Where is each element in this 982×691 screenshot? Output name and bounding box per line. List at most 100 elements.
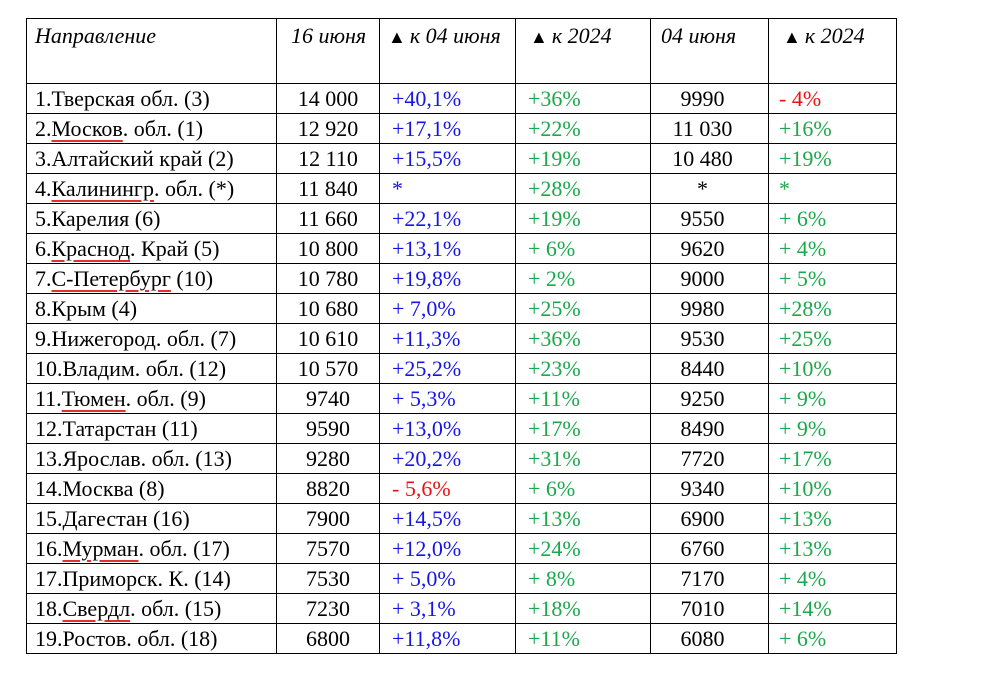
change-vs-04-june-text: +11,8% bbox=[392, 626, 461, 651]
change-16-vs-2024-text: +28% bbox=[528, 176, 581, 201]
value-16-june: 7900 bbox=[276, 503, 380, 534]
table-row: 16.Мурман. обл. (17) 7570 +12,0% +24% 6760 +1… bbox=[26, 533, 897, 564]
change-16-vs-2024: +25% bbox=[515, 293, 651, 324]
value-04-june: 9620 bbox=[650, 233, 769, 264]
value-16-june-text: 10 570 bbox=[297, 356, 359, 381]
change-16-vs-2024-text: +13% bbox=[528, 506, 581, 531]
region-number: 3. bbox=[35, 146, 52, 171]
change-04-vs-2024: + 9% bbox=[768, 383, 897, 414]
table-row: 3.Алтайский край (2) 12 110 +15,5% +19% 10 4… bbox=[26, 143, 897, 174]
region-name: Тверская обл. (3) bbox=[51, 86, 210, 111]
change-vs-04-june-text: + 5,0% bbox=[392, 566, 456, 591]
header-date-prev: 04 июня bbox=[650, 18, 769, 84]
value-16-june-text: 10 780 bbox=[297, 266, 359, 291]
change-vs-04-june: +22,1% bbox=[379, 203, 516, 234]
change-vs-04-june: +25,2% bbox=[379, 353, 516, 384]
value-16-june-text: 9280 bbox=[306, 446, 350, 471]
region-number: 10. bbox=[35, 356, 63, 381]
region-cell: 18.Свердл. обл. (15) bbox=[26, 593, 277, 624]
region-name-rest: . обл. (17) bbox=[138, 536, 230, 561]
value-04-june: 7010 bbox=[650, 593, 769, 624]
region-number: 17. bbox=[35, 566, 63, 591]
value-04-june-text: 9620 bbox=[680, 236, 725, 261]
triangle-up-icon: ▲ bbox=[530, 27, 548, 47]
change-vs-04-june-text: +14,5% bbox=[392, 506, 462, 531]
value-16-june: 10 570 bbox=[276, 353, 380, 384]
value-04-june-text: 11 030 bbox=[672, 116, 733, 141]
change-04-vs-2024-text: +14% bbox=[779, 596, 832, 621]
value-04-june: 7170 bbox=[650, 563, 769, 594]
change-04-vs-2024-text: +10% bbox=[779, 356, 832, 381]
change-04-vs-2024-text: + 6% bbox=[779, 626, 827, 651]
table-row: 10.Владим. обл. (12) 10 570 +25,2% +23% 8440… bbox=[26, 353, 897, 384]
value-16-june-text: 14 000 bbox=[297, 86, 359, 111]
value-04-june: 6900 bbox=[650, 503, 769, 534]
region-cell: 1.Тверская обл. (3) bbox=[26, 83, 277, 114]
change-vs-04-june-text: +20,2% bbox=[392, 446, 462, 471]
value-04-june: 6760 bbox=[650, 533, 769, 564]
region-name-underlined: Свердл bbox=[62, 596, 131, 621]
value-04-june-text: 6900 bbox=[680, 506, 725, 531]
change-16-vs-2024-text: + 6% bbox=[528, 476, 576, 501]
region-number: 11. bbox=[35, 386, 62, 411]
change-04-vs-2024: + 6% bbox=[768, 623, 897, 654]
value-04-june-text: 9550 bbox=[680, 206, 725, 231]
value-16-june: 9740 bbox=[276, 383, 380, 414]
change-16-vs-2024-text: +19% bbox=[528, 146, 581, 171]
change-vs-04-june: + 3,1% bbox=[379, 593, 516, 624]
region-name-rest: . обл. (*) bbox=[153, 176, 235, 201]
region-number: 12. bbox=[35, 416, 63, 441]
value-04-june-text: 7720 bbox=[680, 446, 725, 471]
value-16-june-text: 9740 bbox=[306, 386, 350, 411]
table-row: 14.Москва (8) 8820 - 5,6% + 6% 9340 +10% bbox=[26, 473, 897, 504]
value-04-june-text: 7010 bbox=[680, 596, 725, 621]
region-cell: 8.Крым (4) bbox=[26, 293, 277, 324]
header-change-vs-2024-label: к 2024 bbox=[551, 23, 612, 48]
value-16-june: 7570 bbox=[276, 533, 380, 564]
region-number: 2. bbox=[35, 116, 52, 141]
change-16-vs-2024: +36% bbox=[515, 323, 651, 354]
value-04-june-text: 6080 bbox=[680, 626, 725, 651]
region-number: 5. bbox=[35, 206, 52, 231]
header-direction: Направление bbox=[26, 18, 277, 84]
change-04-vs-2024: +28% bbox=[768, 293, 897, 324]
change-vs-04-june: +12,0% bbox=[379, 533, 516, 564]
table-row: 13.Ярослав. обл. (13) 9280 +20,2% +31% 7720 +… bbox=[26, 443, 897, 474]
region-number: 19. bbox=[35, 626, 63, 651]
change-16-vs-2024: +31% bbox=[515, 443, 651, 474]
change-vs-04-june: - 5,6% bbox=[379, 473, 516, 504]
change-vs-04-june-text: + 5,3% bbox=[392, 386, 456, 411]
value-16-june: 12 110 bbox=[276, 143, 380, 174]
value-16-june-text: 7530 bbox=[306, 566, 350, 591]
change-16-vs-2024: +11% bbox=[515, 623, 651, 654]
value-04-june: 8490 bbox=[650, 413, 769, 444]
table-row: 11.Тюмен. обл. (9) 9740 + 5,3% +11% 9250 + 9% bbox=[26, 383, 897, 414]
change-16-vs-2024: +23% bbox=[515, 353, 651, 384]
value-16-june: 12 920 bbox=[276, 113, 380, 144]
change-16-vs-2024-text: +11% bbox=[528, 626, 580, 651]
region-number: 18. bbox=[35, 596, 63, 621]
region-name: Алтайский край (2) bbox=[51, 146, 234, 171]
change-vs-04-june-text: +13,0% bbox=[392, 416, 462, 441]
region-name: Нижегород. обл. (7) bbox=[51, 326, 237, 351]
value-04-june-text: * bbox=[697, 176, 708, 201]
change-04-vs-2024-text: +17% bbox=[779, 446, 832, 471]
change-04-vs-2024-text: + 4% bbox=[779, 566, 827, 591]
header-change-vs-prev: ▲ к 04 июня bbox=[379, 18, 516, 84]
value-04-june-text: 9980 bbox=[680, 296, 725, 321]
region-name: Москва (8) bbox=[62, 476, 165, 501]
region-name: Приморск. К. (14) bbox=[62, 566, 231, 591]
value-04-june-text: 10 480 bbox=[672, 146, 733, 171]
value-16-june: 11 660 bbox=[276, 203, 380, 234]
region-name: Дагестан (16) bbox=[62, 506, 190, 531]
change-16-vs-2024: +24% bbox=[515, 533, 651, 564]
change-vs-04-june: +11,8% bbox=[379, 623, 516, 654]
value-04-june: * bbox=[650, 173, 769, 204]
change-16-vs-2024: +28% bbox=[515, 173, 651, 204]
change-04-vs-2024: + 9% bbox=[768, 413, 897, 444]
region-name-rest: . Край (5) bbox=[130, 236, 220, 261]
change-04-vs-2024-text: +13% bbox=[779, 536, 832, 561]
value-16-june: 7530 bbox=[276, 563, 380, 594]
value-04-june-text: 8440 bbox=[680, 356, 725, 381]
change-16-vs-2024-text: +19% bbox=[528, 206, 581, 231]
